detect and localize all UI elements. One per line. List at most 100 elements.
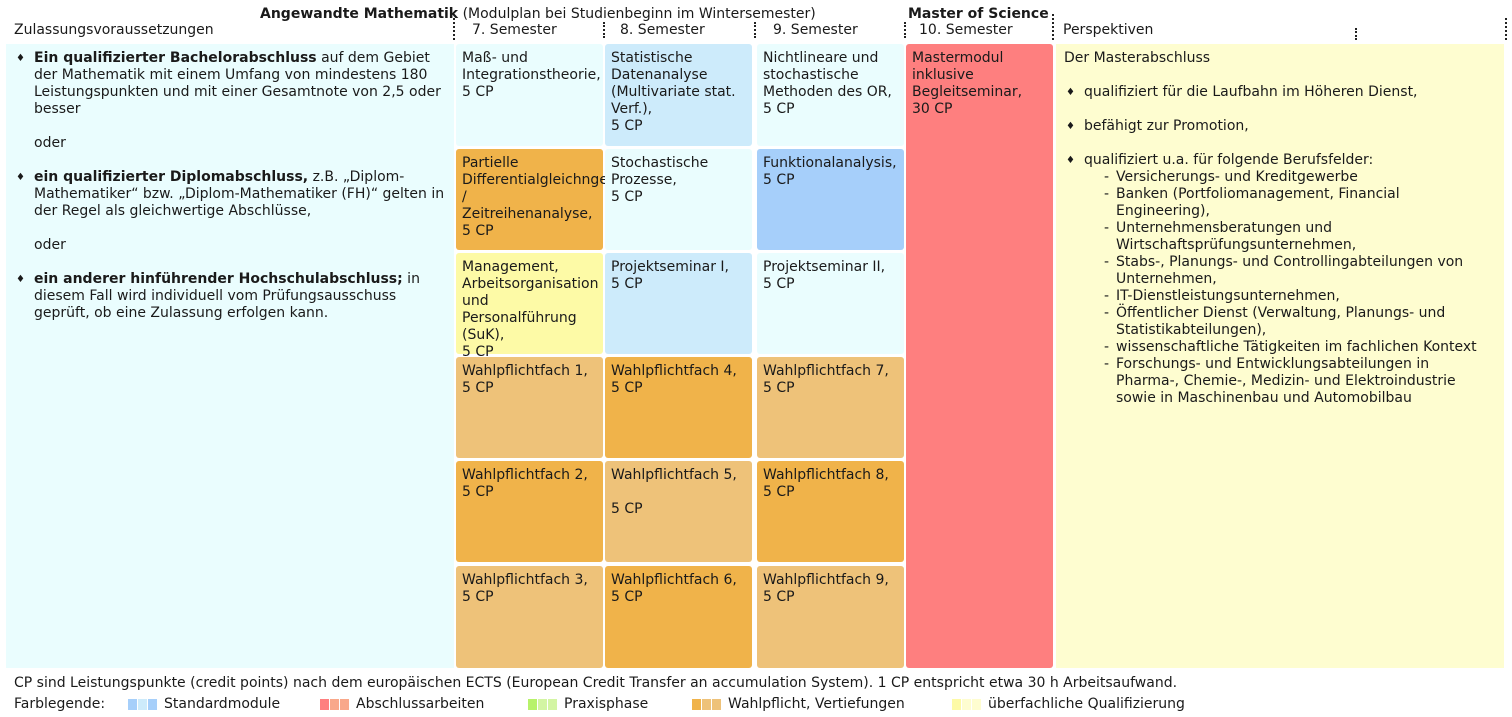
module-title: Projektseminar I, [611,259,729,275]
col-header-sem10: 10. Semester [919,22,1013,38]
cp-footnote: CP sind Leistungspunkte (credit points) … [14,675,1178,691]
legend-swatch [148,699,157,710]
legend-swatch [972,699,981,710]
program-name: Angewandte Mathematik [260,6,459,22]
header-separator [1505,18,1507,40]
career-field: Versicherungs- und Kreditgewerbe [1104,169,1496,186]
career-fields-list: Versicherungs- und Kreditgewerbe Banken … [1084,169,1496,407]
module-cell: Projektseminar II, 5 CP [757,253,904,354]
module-title: Mastermodul inklusive Begleitseminar, [912,50,1023,100]
module-cp: 5 CP [462,84,494,100]
module-cp: 5 CP [611,276,643,292]
col-header-sem8: 8. Semester [620,22,705,38]
module-cell: Wahlpflichtfach 2, 5 CP [456,461,603,562]
perspective-item: qualifiziert u.a. für folgende Berufsfel… [1064,152,1496,407]
module-cell: Wahlpflichtfach 3, 5 CP [456,566,603,668]
col-header-sem9: 9. Semester [773,22,858,38]
legend-swatch [702,699,711,710]
module-title: Wahlpflichtfach 6, [611,572,737,588]
module-cell: Management, Arbeitsorganisation und Pers… [456,253,603,360]
legend-swatch [138,699,147,710]
module-title: Wahlpflichtfach 9, [763,572,889,588]
module-cell: Wahlpflichtfach 8, 5 CP [757,461,904,562]
prereq-or: oder [34,237,66,253]
header-separator [603,22,605,38]
module-cp: 5 CP [462,589,494,605]
module-cell: Funktionalanalysis, 5 CP [757,149,904,250]
perspectives-panel: Der Masterabschluss qualifiziert für die… [1056,44,1504,668]
module-cell: Nichtlineare und stochastische Methoden … [757,44,904,146]
module-title: Wahlpflichtfach 7, [763,363,889,379]
module-cp: 5 CP [763,101,795,117]
module-title: Maß- und Integrationstheorie, [462,50,601,83]
module-cp: 5 CP [462,344,494,360]
module-cell: Wahlpflichtfach 1, 5 CP [456,357,603,458]
perspectives-list: qualifiziert für die Laufbahn im Höheren… [1064,84,1496,407]
header-separator [453,18,455,40]
module-cell: Partielle Differentialgleichngen / Zeitr… [456,149,617,250]
master-module-cell: Mastermodul inklusive Begleitseminar, 30… [906,44,1053,668]
legend-swatch [340,699,349,710]
module-cp: 5 CP [611,501,643,517]
program-subtitle: (Modulplan bei Studienbeginn im Winterse… [462,6,816,22]
module-cp: 5 CP [462,380,494,396]
career-field: IT-Dienstleistungsunternehmen, [1104,288,1496,305]
legend-swatch [548,699,557,710]
legend-swatch [320,699,329,710]
legend-swatch [538,699,547,710]
module-cp: 5 CP [763,380,795,396]
module-title: Nichtlineare und stochastische Methoden … [763,50,892,100]
header-separator [1052,14,1054,40]
legend-swatch [692,699,701,710]
module-cp: 5 CP [611,380,643,396]
career-field: Unternehmensberatungen und Wirtschaftspr… [1104,220,1496,254]
module-cp: 30 CP [912,101,953,117]
perspective-item: befähigt zur Promotion, [1064,118,1496,135]
module-cp: 5 CP [763,276,795,292]
col-header-prereq: Zulassungsvoraussetzungen [14,22,214,38]
module-cp: 5 CP [462,484,494,500]
legend-swatch [528,699,537,710]
module-title: Partielle Differentialgleichngen / Zeitr… [462,155,617,222]
career-field: Banken (Portfoliomanagement, Financial E… [1104,186,1496,220]
module-title: Wahlpflichtfach 1, [462,363,588,379]
prereq-or: oder [34,135,66,151]
career-field: Forschungs- und Entwicklungsabteilungen … [1104,356,1496,407]
module-cell: Wahlpflichtfach 6, 5 CP [605,566,752,668]
legend-swatch [330,699,339,710]
career-field: wissenschaftliche Tätigkeiten im fachlic… [1104,339,1496,356]
module-cell: Stochastische Prozesse, 5 CP [605,149,752,250]
module-cp: 5 CP [611,118,643,134]
header-separator [904,22,906,38]
module-cp: 5 CP [763,589,795,605]
module-cell: Wahlpflichtfach 7, 5 CP [757,357,904,458]
prerequisites-panel: Ein qualifizierter Bachelorabschluss auf… [6,44,454,668]
career-field: Öffentlicher Dienst (Verwaltung, Planung… [1104,305,1496,339]
module-title: Wahlpflichtfach 2, [462,467,588,483]
legend-swatch [712,699,721,710]
header-separator [1355,28,1357,40]
legend-label: Farblegende: [14,696,106,712]
module-title: Stochastische Prozesse, [611,155,709,188]
col-header-sem7: 7. Semester [472,22,557,38]
module-cell: Wahlpflichtfach 4, 5 CP [605,357,752,458]
legend-item-electives: Wahlpflicht, Vertiefungen [728,696,905,712]
module-cp: 5 CP [462,223,494,239]
degree-title: Master of Science [908,6,1049,22]
module-cell: Wahlpflichtfach 5, 5 CP [605,461,752,562]
module-cp: 5 CP [763,484,795,500]
module-cell: Projektseminar I, 5 CP [605,253,752,354]
legend-item-standard: Standardmodule [164,696,281,712]
module-title: Wahlpflichtfach 4, [611,363,737,379]
header-separator [754,22,756,38]
module-cp: 5 CP [763,172,795,188]
module-cp: 5 CP [611,589,643,605]
program-title: Angewandte Mathematik (Modulplan bei Stu… [260,6,816,23]
prereq-item-other: ein anderer hinführender Hochschulabschl… [14,271,446,322]
module-cell: Statistische Datenanalyse (Multivariate … [605,44,752,146]
col-header-perspectives: Perspektiven [1063,22,1154,38]
prereq-item-bachelor: Ein qualifizierter Bachelorabschluss auf… [14,50,446,118]
module-title: Management, Arbeitsorganisation und Pers… [462,259,599,343]
legend-swatch [952,699,961,710]
module-cell: Wahlpflichtfach 9, 5 CP [757,566,904,668]
